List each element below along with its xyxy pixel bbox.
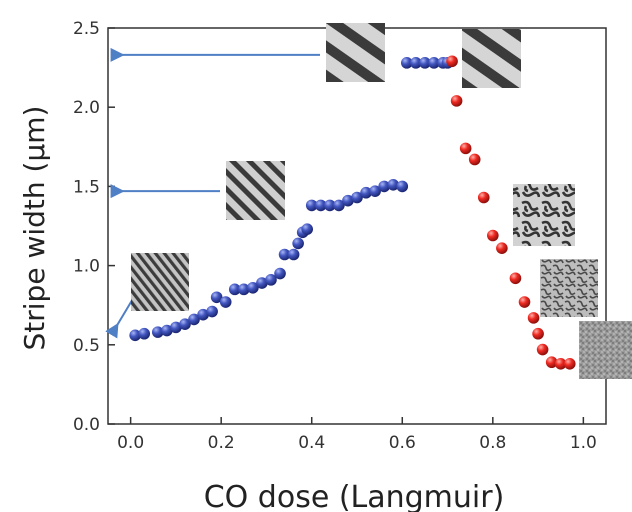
blue-data-point: [292, 237, 304, 250]
blue-data-point: [360, 186, 372, 199]
red-data-point: [536, 343, 549, 356]
y-tick-label: 2.0: [73, 98, 100, 118]
data-points: [129, 55, 576, 370]
red-data-point: [459, 142, 472, 155]
blue-data-point: [410, 57, 422, 69]
blue-data-point: [206, 305, 218, 318]
blue-data-point: [228, 283, 241, 296]
red-data-point: [518, 296, 531, 308]
inset-labyrinth: [513, 184, 575, 246]
red-data-point: [554, 358, 567, 370]
x-tick-label: 0.2: [208, 433, 235, 453]
x-tick-label: 0.8: [479, 433, 506, 453]
y-axis-title: Stripe width (µm): [18, 106, 51, 351]
blue-data-point: [170, 321, 182, 334]
red-data-point: [477, 191, 490, 204]
x-tick-label: 0.0: [117, 433, 144, 453]
red-data-point: [532, 327, 544, 340]
red-data-point: [496, 242, 508, 254]
blue-data-point: [324, 199, 336, 212]
blue-data-point: [256, 277, 268, 289]
x-tick-label: 0.4: [298, 433, 325, 453]
inset-fine-labyrinth-stripes: [131, 253, 189, 311]
y-tick-label: 1.5: [73, 177, 100, 197]
blue-data-point: [369, 185, 381, 197]
axis-ticks: 0.0 0.2 0.4 0.6 0.8 1.0 0.0 0.5 1.0 1.5 2.0 2.5: [73, 19, 597, 453]
red-data-point: [509, 272, 522, 285]
blue-data-point: [197, 308, 209, 321]
x-tick-label: 1.0: [570, 433, 597, 453]
inset-arrow: [105, 296, 135, 339]
x-axis-title: CO dose (Langmuir): [204, 480, 505, 512]
y-tick-label: 2.5: [73, 19, 100, 39]
micrograph-insets: [131, 23, 632, 379]
red-data-point: [446, 55, 458, 68]
inset-wide-stripes-left: [326, 23, 385, 82]
blue-data-point: [129, 329, 141, 342]
blue-data-point: [274, 267, 286, 280]
y-tick-label: 0.5: [73, 336, 100, 356]
blue-data-point: [401, 57, 413, 69]
red-data-point: [563, 358, 576, 370]
inset-fine-labyrinth: [540, 259, 598, 317]
inset-medium-stripes: [226, 161, 285, 220]
y-tick-label: 0.0: [73, 415, 100, 435]
y-tick-label: 1.0: [73, 257, 100, 277]
blue-data-point: [138, 327, 151, 340]
blue-data-point: [152, 326, 164, 338]
blue-data-point: [247, 281, 259, 294]
red-data-point: [450, 95, 463, 107]
blue-data-point: [287, 248, 300, 261]
blue-data-point: [179, 318, 191, 331]
red-data-point: [487, 229, 499, 242]
blue-data-point: [238, 283, 250, 296]
x-tick-label: 0.6: [389, 433, 416, 453]
blue-data-point: [301, 223, 314, 235]
blue-data-point: [161, 324, 173, 337]
blue-data-point: [278, 248, 291, 261]
blue-data-point: [265, 274, 277, 286]
blue-data-point: [333, 199, 345, 212]
blue-data-point: [342, 194, 354, 207]
blue-data-point: [396, 180, 409, 193]
red-data-point: [468, 153, 481, 166]
blue-data-point: [210, 291, 223, 304]
inset-arrows: [105, 47, 320, 339]
blue-data-point: [305, 199, 318, 212]
blue-data-point: [351, 191, 363, 204]
blue-data-point: [188, 313, 200, 326]
red-data-point: [527, 312, 540, 324]
blue-data-point: [428, 57, 440, 69]
blue-data-point: [387, 179, 400, 191]
blue-data-point: [378, 180, 390, 193]
blue-data-point: [419, 57, 431, 69]
blue-data-point: [219, 296, 232, 308]
inset-noise: [579, 321, 632, 379]
inset-wide-stripes-right: [462, 29, 521, 88]
red-data-point: [545, 356, 558, 369]
blue-data-point: [314, 199, 327, 212]
